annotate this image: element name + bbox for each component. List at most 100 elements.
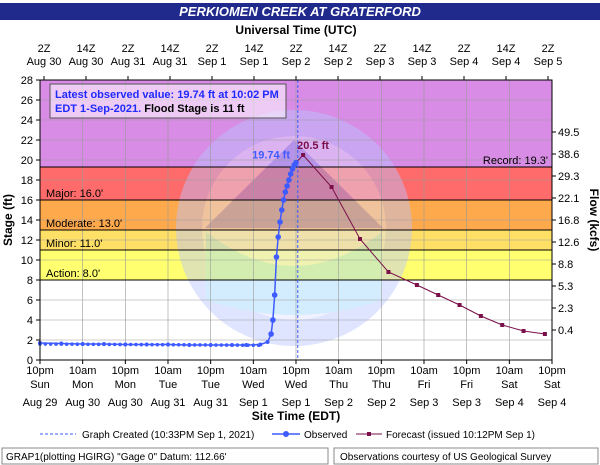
observed-point	[208, 343, 213, 347]
observed-point	[275, 234, 282, 240]
top-tick-time: 14Z	[161, 43, 180, 55]
bottom-tick-time: 10am	[69, 365, 97, 377]
top-tick-time: 2Z	[374, 43, 387, 55]
bottom-tick-time: 10am	[325, 365, 353, 377]
flood-stage-text: Flood Stage is 11 ft	[141, 103, 245, 115]
observed-point	[203, 343, 208, 347]
observed-point	[123, 342, 128, 347]
title-bar	[0, 3, 600, 20]
left-tick-label: 24	[21, 115, 33, 127]
bottom-tick-time: 10am	[496, 365, 524, 377]
observed-point	[198, 343, 202, 347]
observed-point	[246, 343, 250, 347]
left-tick-label: 18	[21, 175, 33, 187]
forecast-point	[358, 237, 362, 241]
left-tick-label: 26	[21, 95, 33, 107]
observed-point	[86, 342, 90, 347]
left-tick-label: 2	[27, 335, 33, 347]
bottom-tick-day: Thu	[372, 379, 391, 391]
observed-point	[75, 342, 80, 347]
observed-point	[54, 342, 58, 346]
observed-point	[273, 254, 280, 260]
bottom-tick-date: Aug 30	[108, 397, 143, 409]
bottom-tick-time: 10pm	[368, 365, 396, 377]
bottom-tick-day: Tue	[201, 379, 220, 391]
bottom-tick-day: Thu	[329, 379, 348, 391]
bottom-tick-time: 10am	[154, 365, 182, 377]
top-tick-date: Sep 4	[492, 56, 521, 68]
bottom-tick-day: Mon	[72, 379, 93, 391]
right-axis-ticks: 0.4 2.3 5.3 8.8 12.6 16.8 22.1 29.3 38.6 49.5	[552, 127, 579, 337]
top-tick-date: Sep 2	[324, 56, 353, 68]
left-tick-label: 28	[21, 75, 33, 87]
watermark-inner-disc	[202, 136, 386, 320]
top-tick-date: Sep 2	[282, 56, 311, 68]
observed-point	[43, 342, 48, 346]
left-tick-label: 8	[27, 275, 33, 287]
observed-point	[96, 342, 101, 347]
observed-point	[134, 342, 138, 347]
observed-point	[187, 343, 192, 347]
bottom-tick-date: Sep 2	[324, 397, 353, 409]
bottom-tick-day: Fri	[460, 379, 473, 391]
observed-point	[268, 331, 274, 337]
bottom-tick-time: 10am	[240, 365, 268, 377]
observed-point	[251, 343, 256, 348]
bottom-axis-label: Site Time (EDT)	[252, 409, 340, 423]
right-tick-label: 12.6	[558, 237, 579, 249]
threshold-label-minor: Minor: 11.0'	[46, 238, 102, 250]
watermark-wave	[206, 232, 382, 315]
chart-title: PERKIOMEN CREEK AT GRATERFORD	[179, 4, 421, 19]
latest-value-date: EDT 1-Sep-2021.	[55, 103, 141, 115]
forecast-point	[500, 323, 505, 327]
observed-point	[150, 342, 154, 347]
bottom-tick-time: 10pm	[112, 365, 140, 377]
bottom-tick-date: Sep 4	[538, 397, 567, 409]
legend-created-label: Graph Created (10:33PM Sep 1, 2021)	[82, 430, 254, 441]
latest-value-box	[49, 83, 287, 119]
left-axis-label: Stage (ft)	[1, 194, 15, 246]
observed-point	[155, 342, 160, 347]
latest-value-line2: EDT 1-Sep-2021. Flood Stage is 11 ft	[55, 103, 245, 115]
bottom-tick-day: Mon	[115, 379, 136, 391]
grid-lines	[40, 80, 552, 360]
observed-point	[160, 342, 165, 347]
observed-point	[102, 342, 106, 347]
legend-observed-marker	[283, 431, 289, 437]
top-tick-date: Aug 30	[69, 56, 104, 68]
bottom-tick-day: Sat	[501, 379, 518, 391]
bottom-tick-day: Wed	[285, 379, 307, 391]
forecast-point	[301, 153, 306, 157]
bottom-tick-date: Sep 1	[282, 397, 311, 409]
observed-point	[139, 342, 144, 347]
legend-forecast-label: Forecast (issued 10:12PM Sep 1)	[386, 430, 535, 441]
forecast-point	[436, 293, 441, 297]
bottom-tick-date: Aug 31	[193, 397, 228, 409]
forecast-point	[521, 329, 526, 333]
top-axis-label: Universal Time (UTC)	[235, 23, 356, 37]
observed-point	[219, 343, 224, 347]
left-tick-label: 0	[27, 355, 33, 367]
bottom-tick-day: Tue	[159, 379, 178, 391]
observed-point	[280, 197, 287, 203]
top-tick-time: 14Z	[329, 43, 348, 55]
observed-point	[192, 343, 197, 347]
top-tick-time: 2Z	[458, 43, 471, 55]
top-tick-date: Aug 31	[111, 56, 146, 68]
top-tick-time: 2Z	[38, 43, 51, 55]
observed-point	[240, 343, 245, 347]
observed-point	[256, 343, 261, 348]
left-tick-label: 16	[21, 195, 33, 207]
forecast-point	[457, 303, 462, 307]
forecast-line	[295, 154, 545, 335]
bottom-tick-time: 10pm	[197, 365, 225, 377]
observed-point	[176, 342, 181, 347]
footer-datum: GRAP1(plotting HGIRG) "Gage 0" Datum: 11…	[6, 452, 227, 463]
right-tick-label: 8.8	[558, 259, 573, 271]
observed-point	[112, 342, 117, 347]
observed-point	[282, 189, 289, 195]
right-tick-label: 29.3	[558, 171, 579, 183]
latest-value-line1: Latest observed value: 19.74 ft at 10:02…	[55, 89, 279, 101]
